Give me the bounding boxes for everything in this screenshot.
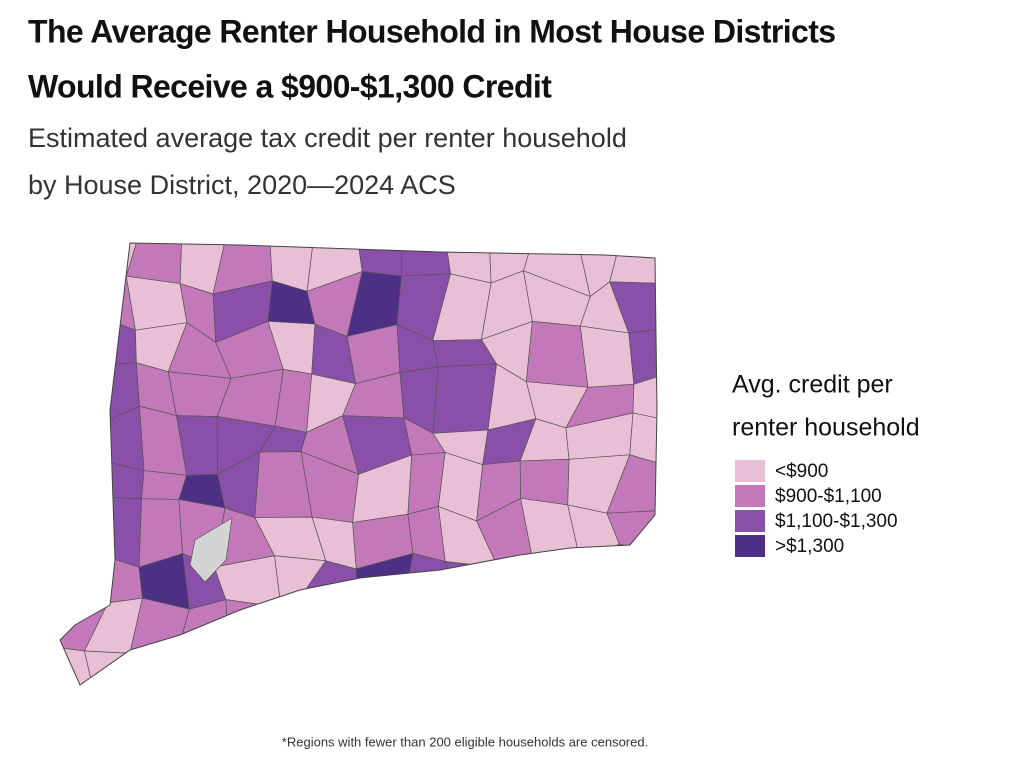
district [60,551,109,604]
legend-swatch [735,510,765,532]
legend: <$900 $900-$1,100 $1,100-$1,300 >$1,300 [735,460,898,557]
legend-label: <$900 [775,461,828,482]
district [60,319,109,375]
district [519,458,570,506]
district [356,590,407,650]
district [619,646,657,685]
district [606,597,657,649]
district [279,597,310,645]
district [129,652,183,685]
district [444,591,487,648]
district [388,636,446,685]
district [606,454,657,514]
district [60,495,93,557]
district [606,543,657,602]
title-line: Would Receive a $900-$1,300 Credit [28,68,552,104]
district [609,243,657,284]
district [141,470,188,500]
subtitle-line: Estimated average tax credit per renter … [28,123,627,153]
district [357,636,402,685]
footnote: *Regions with fewer than 200 eligible ho… [282,734,648,749]
district [580,543,620,603]
district [563,647,622,685]
district [308,643,370,685]
district [60,454,85,511]
subtitle-line: by House District, 2020—2024 ACS [28,170,456,200]
legend-swatch [735,485,765,507]
district [83,650,139,685]
legend-label: >$1,300 [775,536,844,557]
district [479,567,536,603]
district [225,637,280,685]
district [479,587,529,648]
district [485,632,534,685]
map [60,243,657,685]
district [606,510,657,557]
legend-swatch [735,460,765,482]
district [609,281,657,334]
district [225,599,282,645]
district [628,328,657,385]
district [525,321,589,388]
legend-label: $1,100-$1,300 [775,511,898,532]
state-outline [59,242,658,686]
district [125,275,188,331]
district [401,243,451,277]
district [444,639,490,685]
district [527,587,592,654]
district [563,597,621,654]
district [60,283,109,330]
district [83,496,142,568]
district [388,591,452,640]
legend-title: renter household [732,414,920,442]
title-line: The Average Renter Household in Most Hou… [28,13,835,49]
censored-district [189,517,233,583]
legend-title: Avg. credit per [732,371,893,399]
district [299,597,370,649]
district [60,243,95,286]
district [527,632,578,685]
district [527,564,592,603]
district [60,419,102,466]
district [432,363,497,434]
district [60,366,102,424]
district [269,637,314,685]
district [357,243,402,277]
district [175,643,230,685]
district [579,325,635,388]
legend-label: $900-$1,100 [775,486,882,507]
legend-swatch [735,535,765,557]
